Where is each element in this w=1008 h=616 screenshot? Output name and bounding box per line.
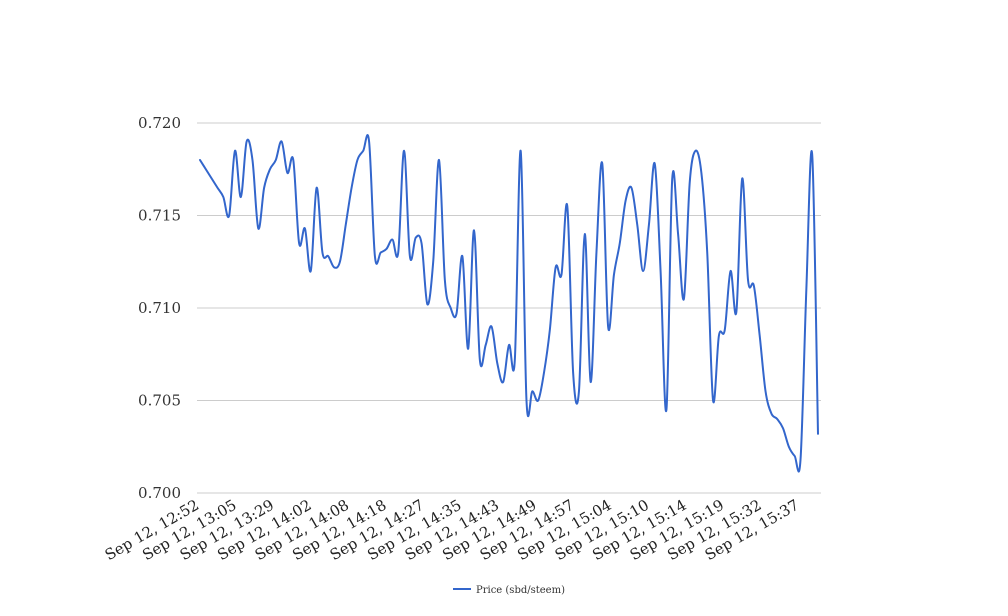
y-axis-ticks: 0.700 0.705 0.710 0.715 0.720 [138, 114, 181, 502]
y-tick-label: 0.720 [138, 114, 181, 132]
grid-lines [197, 122, 821, 494]
series-line-price [199, 134, 819, 473]
y-tick-label: 0.715 [138, 207, 181, 225]
legend-label: Price (sbd/steem) [476, 585, 565, 596]
series-group [199, 134, 819, 473]
legend: Price (sbd/steem) [453, 585, 565, 596]
y-tick-label: 0.705 [138, 392, 181, 410]
y-tick-label: 0.710 [138, 299, 181, 317]
y-tick-label: 0.700 [138, 484, 181, 502]
